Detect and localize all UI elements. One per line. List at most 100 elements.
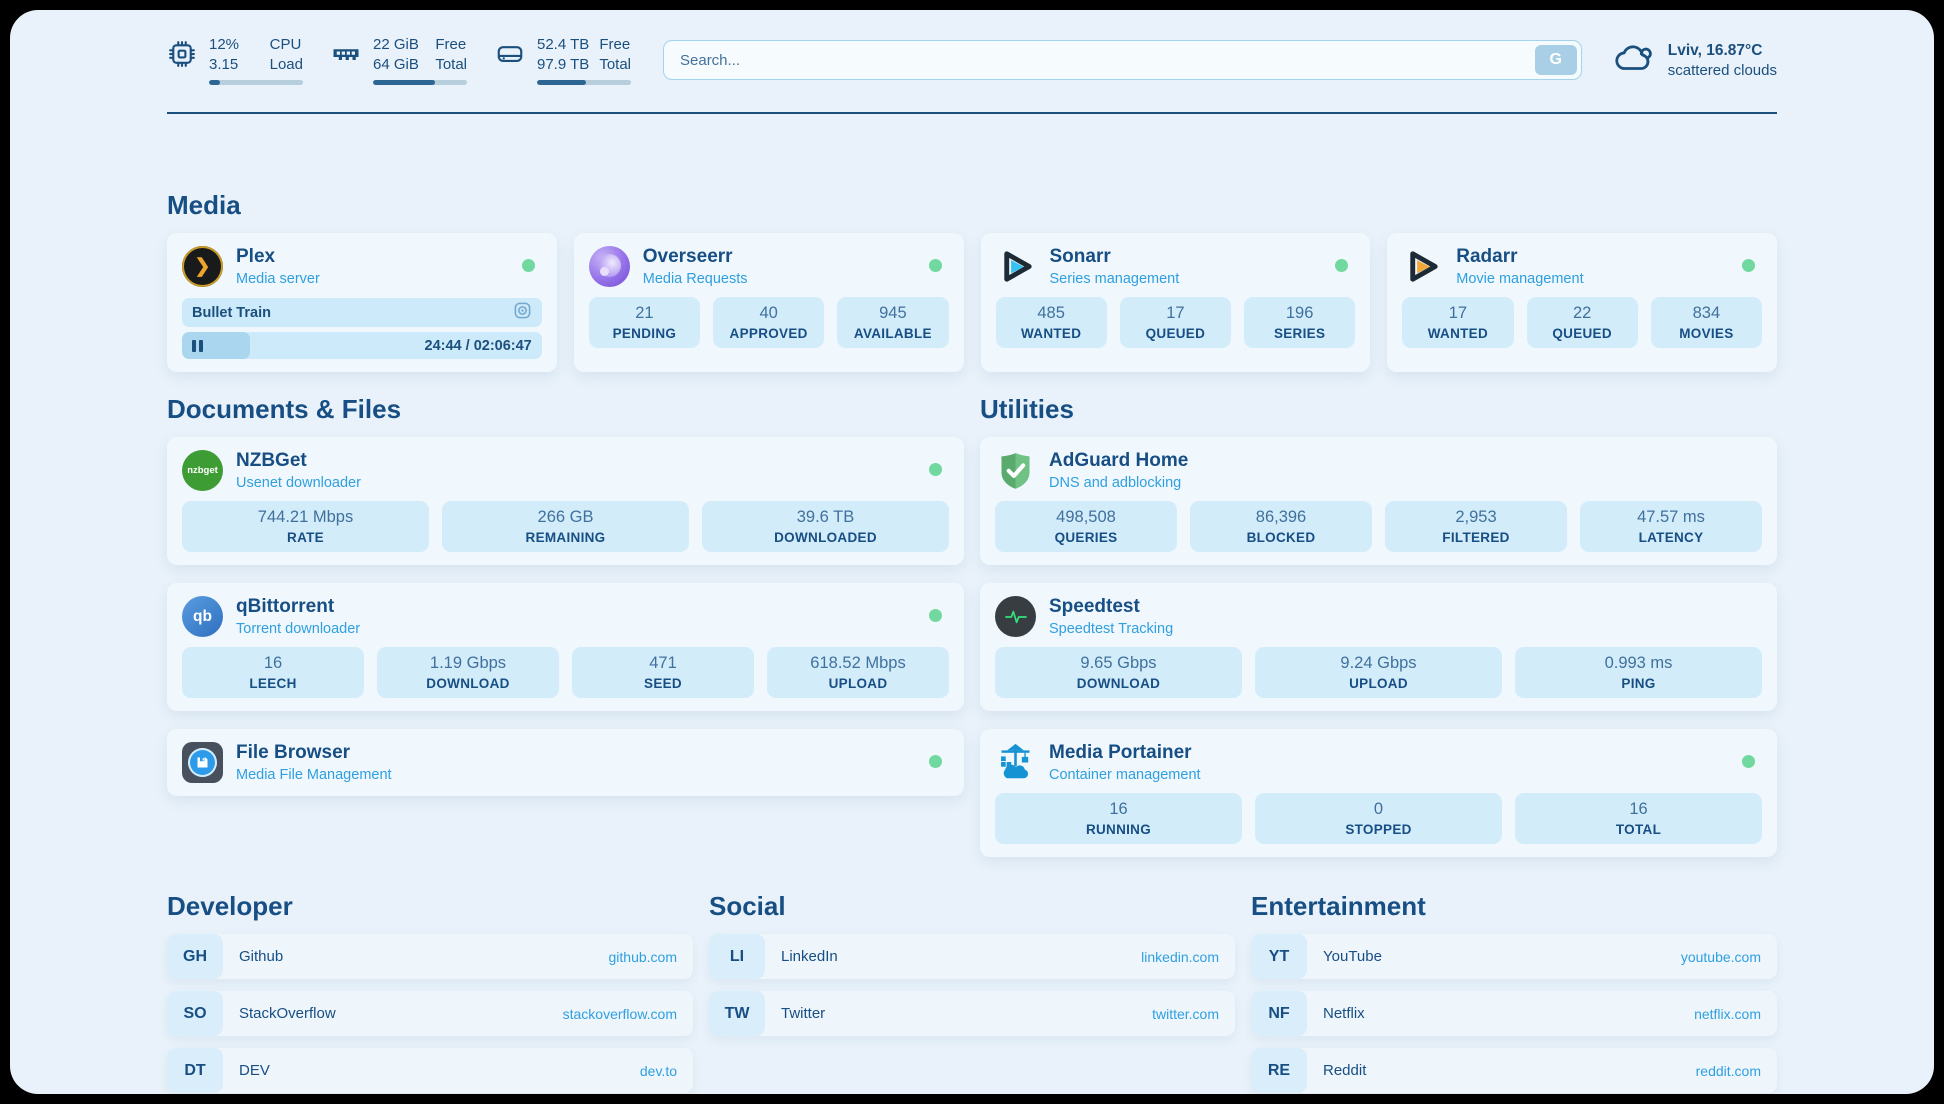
plex-app-link[interactable]: ❯ Plex Media server: [182, 246, 542, 287]
card-overseerr: Overseerr Media Requests 21 PENDING 40 A…: [573, 233, 964, 372]
bookmark-abbr: RE: [1251, 1048, 1307, 1093]
plex-icon: ❯: [182, 246, 223, 287]
entertainment-heading: Entertainment: [1251, 891, 1426, 921]
card-plex: ❯ Plex Media server Bullet Train: [167, 233, 557, 372]
portainer-icon: [995, 742, 1036, 783]
bookmark-dev[interactable]: DT DEV dev.to: [167, 1048, 693, 1093]
app-subtitle: Media Requests: [642, 270, 748, 287]
stat-wanted: 485 WANTED: [995, 297, 1107, 348]
stat-total: 16 TOTAL: [1515, 793, 1762, 844]
bookmark-name: YouTube: [1323, 948, 1382, 965]
stat-queries: 498,508 QUERIES: [995, 501, 1177, 552]
bookmark-stackoverflow[interactable]: SO StackOverflow stackoverflow.com: [167, 991, 693, 1036]
bookmark-url: linkedin.com: [1141, 948, 1219, 965]
stat-stopped: 0 STOPPED: [1255, 793, 1502, 844]
stat-download: 1.19 Gbps DOWNLOAD: [377, 647, 559, 698]
bookmark-abbr: DT: [167, 1048, 223, 1093]
disk-resource-widget: 52.4 TB 97.9 TB Free Total: [495, 35, 631, 86]
bookmark-name: Twitter: [781, 1005, 826, 1022]
search-provider-button[interactable]: G: [1534, 45, 1577, 75]
bookmark-url: github.com: [608, 948, 677, 965]
filebrowser-app-link[interactable]: File Browser Media File Management: [182, 742, 949, 783]
disk-progress-bar: [537, 80, 631, 86]
bookmark-abbr: GH: [167, 934, 223, 979]
qbittorrent-app-link[interactable]: qb qBittorrent Torrent downloader: [182, 596, 949, 637]
portainer-app-link[interactable]: Media Portainer Container management: [995, 742, 1762, 783]
bookmark-youtube[interactable]: YT YouTube youtube.com: [1251, 934, 1777, 979]
social-heading: Social: [709, 891, 786, 921]
utilities-column: Utilities: [980, 394, 1777, 857]
media-section-heading: Media: [167, 190, 241, 220]
stat-pending: 21 PENDING: [588, 297, 700, 348]
bookmark-name: LinkedIn: [781, 948, 838, 965]
developer-heading: Developer: [167, 891, 293, 921]
now-playing-row: Bullet Train: [182, 298, 542, 327]
memory-values: 22 GiB 64 GiB: [373, 35, 419, 73]
radarr-app-link[interactable]: Radarr Movie management: [1402, 246, 1762, 287]
bookmark-name: StackOverflow: [239, 1005, 336, 1022]
app-title: File Browser: [236, 742, 351, 764]
stat-rate: 744.21 Mbps RATE: [182, 501, 429, 552]
stat-leech: 16 LEECH: [182, 647, 364, 698]
utilities-heading: Utilities: [980, 394, 1074, 424]
search-input[interactable]: [663, 40, 1582, 80]
pause-icon: [192, 339, 203, 352]
weather-location: Lviv, 16.87°C: [1667, 41, 1763, 59]
status-dot: [521, 259, 535, 272]
cpu-labels: CPU Load: [269, 35, 303, 73]
stat-seed: 471 SEED: [572, 647, 754, 698]
resource-widgets: 12% 3.15 CPU Load: [167, 35, 631, 86]
memory-progress-bar: [373, 80, 467, 86]
cast-icon: [513, 301, 532, 324]
cpu-resource-widget: 12% 3.15 CPU Load: [167, 35, 303, 86]
media-cards-row: ❯ Plex Media server Bullet Train: [167, 233, 1777, 372]
bookmark-group-developer: Developer GH Github github.com SO StackO…: [167, 891, 693, 1093]
memory-labels: Free Total: [435, 35, 467, 73]
bookmark-url: netflix.com: [1694, 1005, 1761, 1022]
bookmark-linkedin[interactable]: LI LinkedIn linkedin.com: [709, 934, 1235, 979]
cpu-progress-bar: [209, 80, 303, 86]
bookmark-abbr: YT: [1251, 934, 1307, 979]
stat-queued: 22 QUEUED: [1526, 297, 1638, 348]
top-bar: 12% 3.15 CPU Load: [167, 32, 1777, 88]
app-title: NZBGet: [236, 450, 307, 472]
bookmark-url: twitter.com: [1152, 1005, 1219, 1022]
status-dot: [929, 609, 942, 622]
app-title: Sonarr: [1049, 246, 1111, 268]
card-radarr: Radarr Movie management 17 WANTED 22 QUE…: [1387, 233, 1777, 372]
cpu-icon: [167, 39, 197, 74]
qbittorrent-icon: qb: [182, 596, 223, 637]
cloud-icon: [1614, 37, 1656, 84]
nzbget-app-link[interactable]: nzbget NZBGet Usenet downloader: [182, 450, 949, 491]
bookmark-netflix[interactable]: NF Netflix netflix.com: [1251, 991, 1777, 1036]
bookmark-url: stackoverflow.com: [562, 1005, 677, 1022]
status-dot: [929, 755, 942, 768]
stat-running: 16 RUNNING: [995, 793, 1242, 844]
bookmark-name: Github: [239, 948, 284, 965]
overseerr-app-link[interactable]: Overseerr Media Requests: [588, 246, 949, 287]
app-subtitle: Speedtest Tracking: [1049, 620, 1174, 637]
bookmark-abbr: TW: [709, 991, 765, 1036]
stat-approved: 40 APPROVED: [713, 297, 825, 348]
bookmark-twitter[interactable]: TW Twitter twitter.com: [709, 991, 1235, 1036]
filebrowser-icon: [182, 742, 223, 783]
adguard-icon: [995, 450, 1036, 491]
speedtest-app-link[interactable]: Speedtest Speedtest Tracking: [995, 596, 1762, 637]
bookmark-reddit[interactable]: RE Reddit reddit.com: [1251, 1048, 1777, 1093]
bookmark-name: Netflix: [1323, 1005, 1365, 1022]
documents-files-heading: Documents & Files: [167, 394, 402, 424]
sonarr-icon: [996, 246, 1037, 287]
card-sonarr: Sonarr Series management 485 WANTED 17 Q…: [980, 233, 1371, 372]
bookmark-github[interactable]: GH Github github.com: [167, 934, 693, 979]
bookmark-name: DEV: [239, 1062, 270, 1079]
disk-values: 52.4 TB 97.9 TB: [537, 35, 590, 73]
app-subtitle: Movie management: [1456, 270, 1584, 287]
stat-downloaded: 39.6 TB DOWNLOADED: [702, 501, 949, 552]
speedtest-icon: [995, 596, 1036, 637]
documents-files-column: Documents & Files nzbget NZBGet Usenet d…: [167, 394, 964, 857]
sonarr-app-link[interactable]: Sonarr Series management: [996, 246, 1356, 287]
stat-latency: 47.57 ms LATENCY: [1580, 501, 1762, 552]
bookmark-url: youtube.com: [1680, 948, 1761, 965]
app-subtitle: Torrent downloader: [236, 620, 361, 637]
adguard-app-link[interactable]: AdGuard Home DNS and adblocking: [995, 450, 1762, 491]
